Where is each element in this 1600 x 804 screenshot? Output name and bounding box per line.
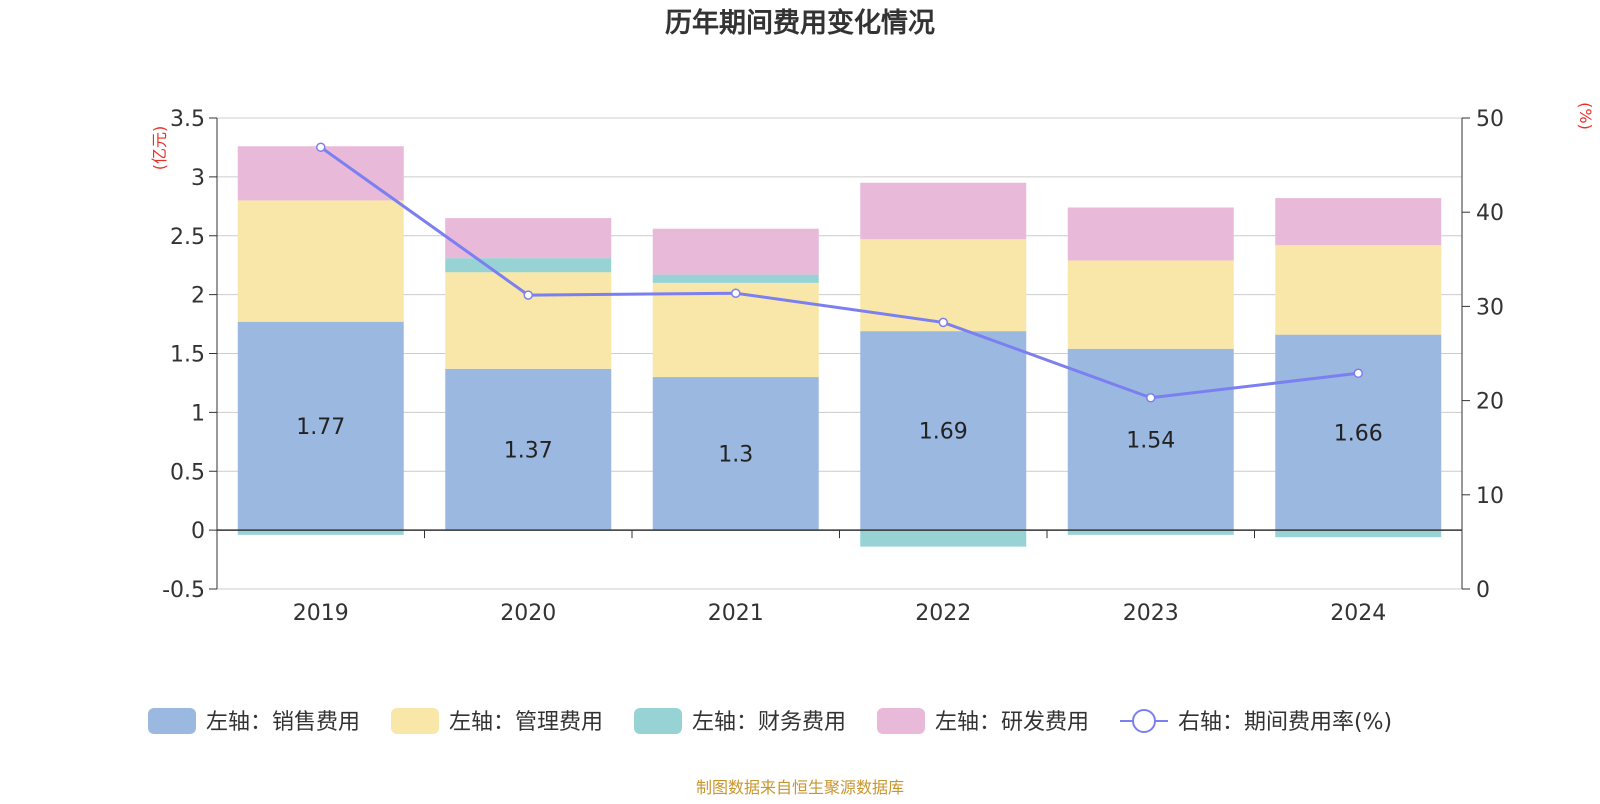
bar-segment-3	[652, 228, 819, 275]
data-source-note: 制图数据来自恒生聚源数据库	[696, 778, 904, 797]
legend-label: 左轴：研发费用	[935, 710, 1089, 735]
bar-segment-2	[1067, 530, 1234, 535]
rate-point	[938, 317, 948, 328]
legend-swatch-marker	[1132, 709, 1156, 733]
legend-label: 左轴：管理费用	[449, 710, 603, 735]
left-axis-tick-label: 2	[191, 284, 205, 309]
right-axis-tick-label: 20	[1476, 390, 1504, 415]
bar-segment-1	[237, 200, 404, 322]
left-axis-tick-label: 3	[191, 166, 205, 191]
bar-segment-3	[237, 146, 404, 201]
left-axis-tick-label: 1	[191, 401, 205, 426]
chart-title: 历年期间费用变化情况	[665, 7, 935, 39]
rate-point	[731, 288, 741, 298]
legend-label: 右轴：期间费用率(%)	[1178, 710, 1392, 735]
rate-point	[316, 142, 326, 152]
legend-swatch	[634, 708, 682, 734]
x-axis-label: 2024	[1330, 601, 1386, 626]
data-label: 1.37	[504, 438, 553, 463]
x-axis-label: 2023	[1123, 601, 1179, 626]
right-axis-tick-label: 40	[1476, 201, 1504, 226]
right-axis-unit-label: (%)	[1576, 102, 1595, 130]
bar-segment-3	[1275, 198, 1442, 246]
left-axis-tick-label: 1.5	[170, 343, 205, 368]
rate-line	[319, 145, 1359, 400]
legend-label: 左轴：销售费用	[206, 710, 360, 735]
bar-segment-2	[1275, 530, 1442, 538]
rate-point	[1146, 393, 1156, 403]
bar-segment-1	[860, 239, 1027, 332]
bar-segment-1	[445, 272, 612, 369]
data-label: 1.69	[919, 420, 968, 445]
bar-segment-3	[445, 218, 612, 259]
x-axis-label: 2021	[708, 601, 764, 626]
left-axis-tick-label: 0	[191, 519, 205, 544]
bar-segment-0	[860, 331, 1027, 531]
bar-segment-2	[445, 258, 612, 273]
left-axis-tick-label: -0.5	[162, 578, 205, 603]
bar-segment-2	[237, 530, 404, 535]
legend-label: 左轴：财务费用	[692, 710, 846, 735]
bar-segment-3	[1067, 207, 1234, 261]
left-axis-tick-label: 3.5	[170, 107, 205, 132]
data-label: 1.66	[1334, 421, 1383, 446]
legend: 左轴：销售费用 左轴：管理费用 左轴：财务费用 左轴：研发费用 右轴：期间费用率(%)	[148, 708, 1392, 735]
left-axis-tick-label: 0.5	[170, 460, 205, 485]
left-axis-unit-label: (亿元)	[150, 126, 169, 171]
bar-segment-1	[1275, 245, 1442, 335]
right-axis-tick-label: 30	[1476, 295, 1504, 320]
left-axis-tick-label: 2.5	[170, 225, 205, 250]
bar-segment-0	[1275, 334, 1442, 531]
x-axis-label: 2020	[500, 601, 556, 626]
bar-segment-0	[445, 368, 612, 531]
legend-swatch	[391, 708, 439, 734]
rate-point	[1353, 368, 1363, 379]
right-axis-tick-label: 0	[1476, 578, 1490, 603]
right-axis-tick-label: 50	[1476, 107, 1504, 132]
bar-segment-3	[860, 182, 1027, 240]
right-axis-tick-label: 10	[1476, 484, 1504, 509]
bar-segment-2	[860, 530, 1027, 547]
legend-swatch	[877, 708, 925, 734]
legend-swatch	[148, 708, 196, 734]
bar-segment-2	[652, 274, 819, 283]
data-label: 1.77	[296, 415, 345, 440]
bar-segment-0	[237, 321, 404, 531]
bar-segment-1	[652, 282, 819, 378]
data-label: 1.54	[1126, 428, 1175, 453]
x-axis-label: 2022	[915, 601, 971, 626]
rate-point	[523, 290, 533, 300]
x-axis-label: 2019	[293, 601, 349, 626]
bar-segment-1	[1067, 260, 1234, 349]
bar-segment-0	[652, 377, 819, 531]
data-label: 1.3	[718, 443, 753, 468]
plot-area: 3.5 3 2.5 2 1.5 1 0.5 0 -0.5 50 40 30 20 10 0 2019 2020 2…	[162, 107, 1504, 626]
